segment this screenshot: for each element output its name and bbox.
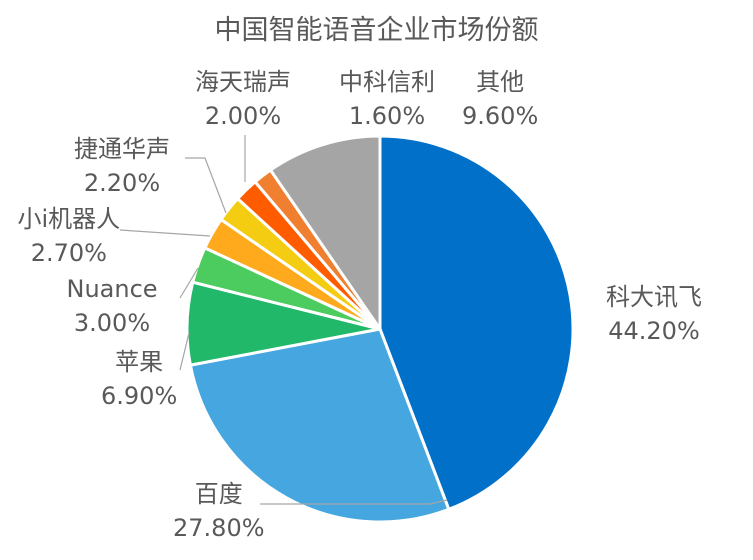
slice-percent-2: 27.80% — [173, 514, 265, 542]
slice-label-4: Nuance 3.00% — [67, 272, 158, 340]
slice-percent-7: 2.00% — [204, 102, 282, 130]
slice-percent-9: 9.60% — [462, 102, 539, 130]
slice-percent-4: 3.00% — [73, 309, 151, 337]
slice-label-2: 百度 27.80% — [173, 477, 265, 545]
slice-label-7: 海天瑞声 2.00% — [195, 65, 291, 133]
leader-line-6 — [185, 157, 227, 214]
slice-label-9: 其他 9.60% — [462, 65, 538, 133]
slice-name-4: Nuance — [66, 275, 158, 303]
slice-name-5: 小i机器人 — [17, 205, 121, 233]
leader-line-2 — [260, 499, 448, 505]
slice-name-2: 百度 — [194, 480, 243, 508]
slice-label-5: 小i机器人 2.70% — [18, 202, 121, 270]
leader-line-3 — [179, 332, 190, 371]
slice-percent-1: 44.20% — [608, 317, 700, 345]
slice-label-8: 中科信利 1.60% — [339, 65, 435, 133]
slice-percent-3: 6.90% — [101, 382, 178, 410]
slice-name-8: 中科信利 — [339, 68, 435, 96]
slice-name-1: 科大讯飞 — [606, 283, 702, 311]
leader-line-5 — [119, 229, 211, 237]
slice-label-1: 科大讯飞 44.20% — [606, 280, 702, 348]
slice-percent-6: 2.20% — [83, 169, 161, 197]
slice-label-6: 捷通华声 2.20% — [74, 132, 170, 200]
slice-name-3: 苹果 — [115, 348, 164, 376]
pie-slice-9 — [269, 134, 382, 331]
slice-name-9: 其他 — [476, 68, 525, 96]
leader-line-4 — [179, 267, 199, 299]
slice-percent-5: 2.70% — [30, 239, 107, 267]
slice-percent-8: 1.60% — [348, 102, 426, 130]
chart-title: 中国智能语音企业市场份额 — [214, 15, 539, 46]
pie-slice-2 — [188, 327, 451, 524]
pie-slice-1 — [378, 134, 575, 511]
slice-name-6: 捷通华声 — [74, 135, 170, 163]
slice-label-3: 苹果 6.90% — [101, 345, 177, 413]
slice-name-7: 海天瑞声 — [195, 68, 291, 96]
